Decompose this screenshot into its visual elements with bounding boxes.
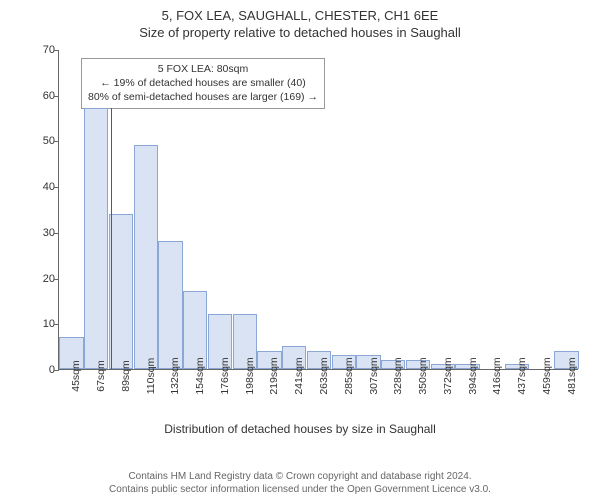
histogram-bar: [84, 108, 108, 369]
x-tick-label: 459sqm: [541, 357, 553, 394]
y-tick-mark: [54, 141, 59, 142]
x-tick-label: 67sqm: [95, 360, 107, 392]
y-tick-label: 40: [25, 181, 55, 193]
title-address: 5, FOX LEA, SAUGHALL, CHESTER, CH1 6EE: [0, 8, 600, 23]
footer-line2: Contains public sector information licen…: [0, 483, 600, 496]
x-tick-label: 437sqm: [516, 357, 528, 394]
x-axis-label: Distribution of detached houses by size …: [0, 422, 600, 436]
y-tick-label: 30: [25, 227, 55, 239]
x-tick-label: 45sqm: [70, 360, 82, 392]
chart-titles: 5, FOX LEA, SAUGHALL, CHESTER, CH1 6EE S…: [0, 0, 600, 40]
x-tick-label: 394sqm: [467, 357, 479, 394]
y-tick-label: 10: [25, 318, 55, 330]
x-tick-label: 372sqm: [442, 357, 454, 394]
x-tick-label: 89sqm: [120, 360, 132, 392]
x-tick-label: 219sqm: [268, 357, 280, 394]
x-tick-label: 132sqm: [169, 357, 181, 394]
y-tick-mark: [54, 50, 59, 51]
x-tick-label: 241sqm: [293, 357, 305, 394]
y-tick-mark: [54, 96, 59, 97]
footer-line1: Contains HM Land Registry data © Crown c…: [0, 470, 600, 483]
x-tick-label: 198sqm: [244, 357, 256, 394]
plot-area: 5 FOX LEA: 80sqm← 19% of detached houses…: [58, 50, 578, 370]
annotation-line: 80% of semi-detached houses are larger (…: [88, 90, 318, 104]
title-subtitle: Size of property relative to detached ho…: [0, 25, 600, 40]
x-tick-label: 481sqm: [566, 357, 578, 394]
x-tick-label: 307sqm: [368, 357, 380, 394]
y-tick-label: 70: [25, 44, 55, 56]
footer-attribution: Contains HM Land Registry data © Crown c…: [0, 470, 600, 496]
x-tick-label: 416sqm: [491, 357, 503, 394]
y-tick-label: 60: [25, 90, 55, 102]
y-tick-label: 50: [25, 135, 55, 147]
property-annotation: 5 FOX LEA: 80sqm← 19% of detached houses…: [81, 58, 325, 109]
y-tick-mark: [54, 187, 59, 188]
y-tick-label: 0: [25, 364, 55, 376]
x-tick-label: 285sqm: [343, 357, 355, 394]
annotation-line: 5 FOX LEA: 80sqm: [88, 62, 318, 76]
x-tick-label: 328sqm: [392, 357, 404, 394]
y-tick-mark: [54, 324, 59, 325]
x-tick-label: 176sqm: [219, 357, 231, 394]
x-tick-label: 350sqm: [417, 357, 429, 394]
annotation-line: ← 19% of detached houses are smaller (40…: [88, 76, 318, 90]
y-tick-mark: [54, 279, 59, 280]
property-marker: [111, 108, 112, 369]
y-tick-label: 20: [25, 273, 55, 285]
y-tick-mark: [54, 233, 59, 234]
y-tick-mark: [54, 370, 59, 371]
x-tick-label: 154sqm: [194, 357, 206, 394]
chart-container: Number of detached properties 5 FOX LEA:…: [0, 40, 600, 440]
x-tick-label: 110sqm: [145, 358, 157, 395]
histogram-bar: [134, 145, 158, 369]
histogram-bar: [158, 241, 182, 369]
x-tick-label: 263sqm: [318, 357, 330, 394]
